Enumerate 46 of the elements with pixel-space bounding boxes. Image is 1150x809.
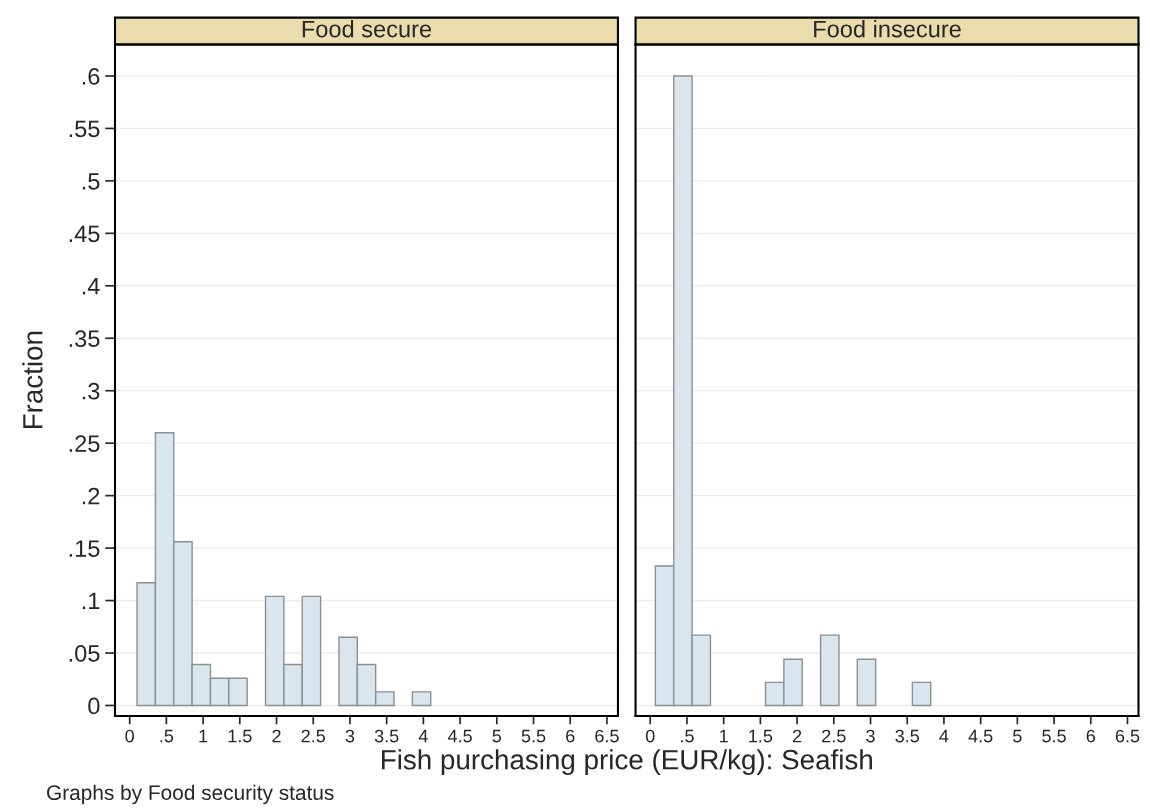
x-tick-label: 3	[345, 729, 355, 743]
x-tick-label: 2.5	[822, 729, 846, 743]
x-tick-label: 4	[418, 729, 428, 743]
x-tick-label: 2	[792, 729, 802, 743]
x-tick-label: .5	[681, 729, 694, 743]
y-tick-label: .25	[69, 435, 100, 452]
chart-title: Food secure	[302, 20, 432, 38]
x-tick-label: 3.5	[895, 729, 920, 743]
y-tick-label: .15	[69, 540, 100, 557]
text: Graphs by Food security status	[47, 784, 334, 805]
y-tick-label: .45	[69, 225, 100, 243]
x-tick-label: 0	[645, 729, 655, 743]
x-tick-label: .5	[160, 729, 174, 743]
x-tick-label: 1.5	[749, 729, 773, 743]
x-tick-label: 1	[720, 729, 728, 743]
y-tick-label: 0	[88, 697, 100, 715]
y-tick-label: .3	[82, 382, 100, 400]
y-axis-title: Fraction	[22, 331, 43, 429]
x-tick-label: 5.5	[1042, 729, 1066, 743]
x-tick-label: 6	[566, 729, 575, 743]
y-tick-label: .1	[82, 592, 100, 610]
y-tick-label: .5	[82, 173, 100, 190]
x-tick-label: 5	[492, 729, 502, 743]
x-tick-label: 4.5	[447, 729, 472, 743]
x-tick-label: 4.5	[968, 729, 993, 743]
x-tick-label: 5	[1013, 729, 1022, 743]
y-tick-label: .05	[69, 645, 100, 662]
x-tick-label: 4	[939, 729, 949, 743]
chart-title: Food insecure	[814, 20, 961, 38]
x-tick-label: 2.5	[301, 729, 326, 743]
x-axis-title: Fish purchasing price (EUR/kg): Seafish	[382, 749, 872, 776]
y-tick-label: .4	[82, 278, 100, 295]
x-tick-label: 6	[1086, 729, 1095, 743]
x-tick-label: 0	[125, 729, 134, 743]
x-tick-label: 6.5	[1115, 729, 1140, 743]
x-tick-label: 1	[199, 729, 208, 743]
x-tick-label: 1.5	[228, 729, 252, 743]
x-tick-label: 3	[866, 729, 875, 743]
y-tick-label: .2	[82, 487, 100, 505]
x-tick-label: 2	[272, 729, 281, 743]
x-tick-label: 5.5	[521, 729, 546, 743]
y-tick-label: .55	[69, 120, 100, 138]
y-tick-label: .35	[69, 330, 100, 348]
x-tick-label: 6.5	[595, 729, 619, 743]
x-tick-label: 3.5	[374, 729, 399, 743]
y-tick-label: .6	[82, 68, 100, 85]
